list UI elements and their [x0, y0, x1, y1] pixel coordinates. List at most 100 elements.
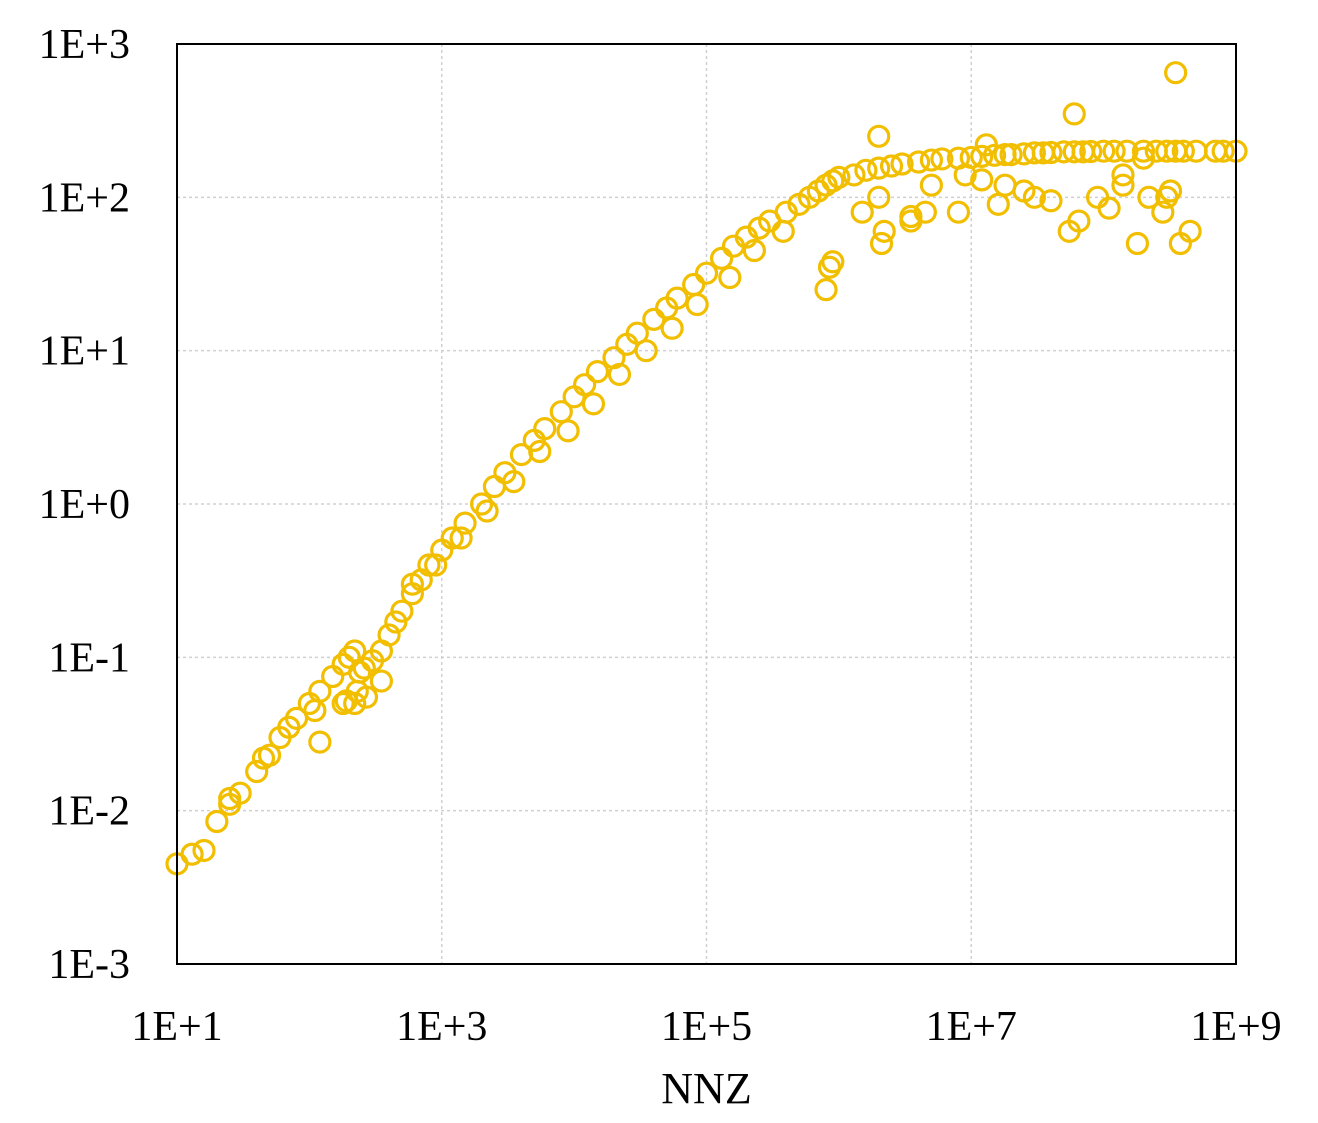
scatter-point: [1039, 189, 1063, 213]
scatter-point: [556, 419, 580, 443]
x-axis-title: NNZ: [661, 1064, 751, 1113]
scatter-point: [205, 809, 229, 834]
scatter-point: [469, 492, 494, 516]
scatter-point: [906, 150, 931, 174]
scatter-point: [986, 192, 1010, 216]
scatter-point: [308, 730, 332, 754]
y-tick-labels: 1E-3 1E-2 1E-1 1E+0 1E+1 1E+2 1E+3: [39, 22, 130, 988]
scatter-point: [562, 385, 586, 409]
scatter-point: [1151, 200, 1175, 224]
scatter-point: [1097, 196, 1121, 220]
scatter-point: [946, 200, 971, 224]
scatter-point: [1022, 185, 1047, 209]
scatter-point: [827, 165, 851, 189]
scatter-point: [1171, 139, 1195, 163]
scatter-point: [1211, 139, 1235, 163]
scatter-point: [528, 439, 552, 464]
scatter-point: [1022, 141, 1047, 165]
scatter-point: [1155, 139, 1179, 163]
scatter-point: [879, 154, 904, 178]
scatter-point: [867, 124, 891, 148]
scatter-point: [303, 698, 327, 723]
scatter-point: [533, 417, 557, 441]
scatter-point: [1079, 139, 1103, 164]
scatter-point: [1178, 219, 1202, 243]
scatter-point: [1155, 185, 1179, 209]
scatter-point: [1111, 173, 1135, 197]
scatter-point: [771, 219, 795, 243]
x-tick-label: 1E+7: [926, 1004, 1017, 1050]
scatter-point: [331, 691, 355, 716]
scatter-point: [245, 759, 269, 784]
scatter-point: [482, 474, 507, 499]
y-tick-label: 1E-2: [48, 789, 130, 835]
scatter-point: [218, 786, 242, 811]
y-tick-label: 1E+2: [39, 175, 130, 221]
scatter-point: [377, 623, 401, 647]
scatter-point: [919, 148, 944, 172]
scatter-point: [842, 163, 866, 187]
y-tick-label: 1E+0: [39, 482, 130, 528]
scatter-point: [585, 360, 610, 384]
scatter-point: [1092, 139, 1116, 163]
scatter-point: [970, 144, 994, 168]
scatter-point: [814, 278, 838, 302]
scatter-point: [993, 173, 1017, 197]
x-tick-label: 1E+1: [131, 1004, 222, 1050]
scatter-point: [999, 142, 1023, 167]
scatter-point: [1039, 140, 1063, 165]
scatter-point: [872, 219, 896, 243]
scatter-point: [440, 526, 464, 550]
scatter-point: [1184, 139, 1208, 163]
scatter-point: [634, 339, 658, 363]
scatter-point: [660, 316, 684, 340]
data-points: [165, 61, 1248, 876]
x-tick-labels: 1E+1 1E+3 1E+5 1E+7 1E+9: [131, 1004, 1281, 1050]
scatter-point: [354, 685, 379, 709]
scatter-point: [449, 526, 473, 550]
y-tick-label: 1E+3: [39, 22, 130, 68]
scatter-point: [475, 499, 499, 523]
scatter-point: [1111, 163, 1135, 187]
plot-frame: [176, 43, 1237, 965]
scatter-point: [1062, 102, 1086, 126]
scatter-point: [1067, 209, 1091, 233]
scatter-point: [742, 238, 766, 263]
scatter-point: [850, 200, 874, 224]
grid-lines: [177, 44, 1236, 964]
scatter-point: [854, 158, 878, 182]
scatter-point: [642, 307, 666, 331]
scatter-point: [685, 292, 709, 317]
scatter-point: [718, 265, 742, 290]
scatter-point: [970, 168, 994, 192]
scatter-point: [180, 842, 204, 866]
scatter-point: [869, 231, 894, 256]
scatter-point: [502, 469, 526, 494]
scatter-point: [1164, 61, 1188, 85]
scatter-point: [251, 746, 276, 770]
x-tick-label: 1E+3: [396, 1004, 487, 1050]
scatter-point: [192, 838, 216, 863]
scatter-point: [390, 599, 414, 623]
scatter-point: [1125, 231, 1150, 256]
x-tick-label: 1E+9: [1190, 1004, 1281, 1050]
scatter-point: [665, 286, 689, 310]
scatter-point: [867, 185, 891, 209]
scatter-point: [821, 250, 845, 274]
scatter-point: [953, 163, 977, 187]
scatter-point: [913, 200, 937, 224]
scatter-point: [1131, 146, 1156, 170]
scatter-point: [369, 669, 393, 693]
scatter-point: [573, 373, 597, 397]
scatter-point: [607, 362, 632, 387]
scatter-point: [867, 156, 891, 180]
scatter-point: [453, 511, 477, 535]
scatter-point: [400, 572, 424, 596]
scatter-point: [581, 392, 606, 416]
x-tick-label: 1E+5: [661, 1004, 752, 1050]
scatter-point: [890, 152, 914, 176]
scatter-point: [417, 553, 441, 577]
scatter-point: [1131, 139, 1156, 163]
scatter-point: [321, 664, 345, 689]
scatter-point: [424, 553, 448, 577]
